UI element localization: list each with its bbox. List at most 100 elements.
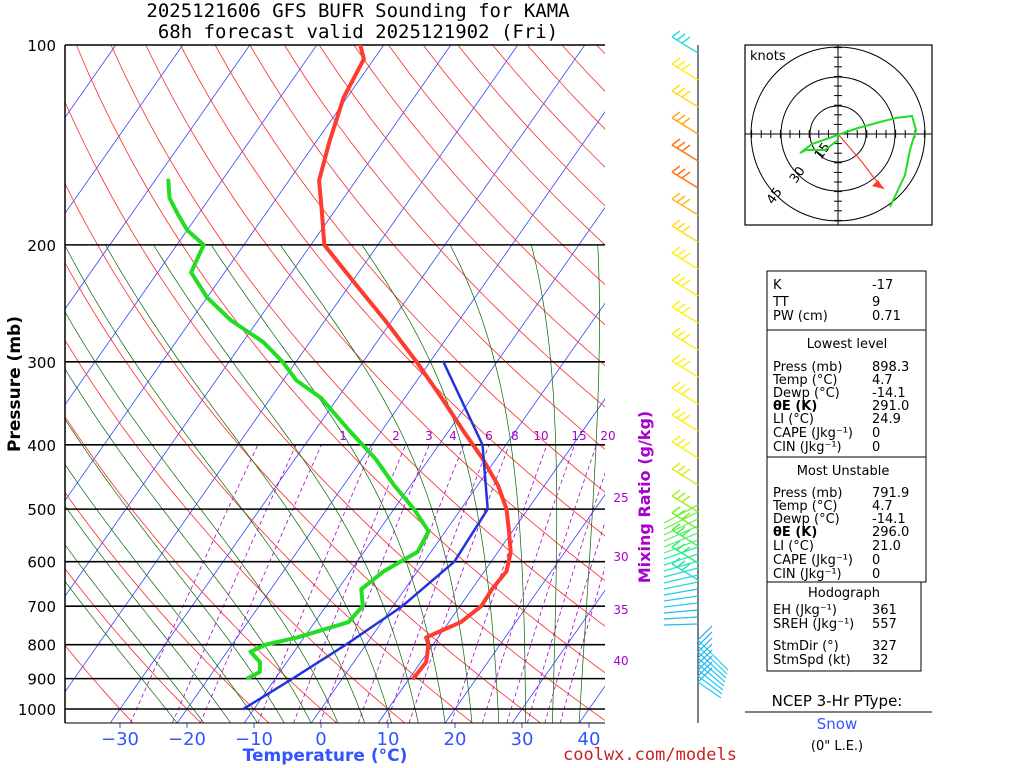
wind-barb: [671, 408, 699, 432]
wind-barb: [671, 354, 699, 378]
pressure-tick-label: 400: [27, 437, 56, 455]
wind-barb-flag: [681, 225, 691, 233]
unstable-temp-label: Temp (°C): [772, 499, 838, 514]
lowest-cape-value: 0: [872, 426, 880, 441]
mixing-ratio-labels: 1 2 3 4 6 8 10 15 20 25 30 35 40: [339, 429, 628, 668]
dry-adiabat-line: [65, 182, 541, 723]
wind-barb-low: [663, 623, 699, 626]
wind-barb-flag: [671, 327, 681, 335]
wind-barb-right: [697, 667, 713, 683]
moist-adiabat-line: [65, 544, 205, 723]
mixing-ratio-line: [506, 444, 597, 723]
wind-barb-right: [697, 657, 726, 683]
wind-barb-flag: [681, 171, 691, 179]
wind-barb-staff: [671, 198, 699, 216]
mixing-ratio-line: [293, 444, 406, 723]
wind-barb-staff: [671, 512, 699, 530]
wind-barb: [671, 273, 699, 297]
wind-barb-flag: [676, 222, 686, 230]
wind-barb-staff: [671, 171, 699, 189]
wind-barb-flag: [676, 168, 686, 176]
mixing-ratio-line: [386, 444, 490, 723]
eh-label: EH (Jkg⁻¹): [773, 603, 837, 618]
moist-adiabat-line: [449, 244, 526, 723]
wind-barb-low: [663, 574, 699, 584]
wind-barb-flag: [676, 357, 686, 365]
mixing-ratio-line: [319, 444, 430, 723]
temperature-tick-labels: −30 −20 −10 0 10 20 30 40: [101, 723, 600, 750]
unstable-dewp-label: Dewp (°C): [773, 512, 840, 527]
wind-barb-low: [663, 532, 699, 548]
wind-barb-right: [697, 651, 727, 679]
unstable-cape-value: 0: [872, 553, 880, 568]
wind-barb-flag: [681, 512, 691, 520]
temperature-tick-label: 30: [511, 729, 534, 750]
dry-adiabat-line: [65, 261, 474, 723]
hodograph-storm-arrow: [872, 180, 884, 189]
wind-barb-flag: [681, 198, 691, 206]
pressure-tick-label: 100: [27, 37, 56, 55]
title-line-2: 68h forecast valid 2025121902 (Fri): [158, 21, 558, 43]
lowest-dewp-value: -14.1: [872, 386, 906, 401]
lowest-temp-label: Temp (°C): [772, 373, 838, 388]
wind-barb-low: [663, 539, 699, 554]
mixing-ratio-line: [199, 444, 322, 723]
wind-barb-flag: [671, 489, 681, 497]
wind-barb-staff: [671, 279, 699, 297]
unstable-header: Most Unstable: [797, 464, 890, 479]
wind-barb-flag: [671, 540, 681, 548]
dry-adiabat-line: [180, 45, 605, 537]
wind-barb-flag: [671, 246, 681, 254]
wind-barb-staff: [671, 495, 699, 513]
mixing-ratio-label: 40: [613, 654, 628, 668]
temperature-tick-label: 40: [578, 729, 601, 750]
isotherm-line: [243, 206, 605, 723]
mixing-ratio-label: 8: [511, 429, 519, 443]
tt-label: TT: [772, 295, 789, 310]
wind-barb-low: [663, 602, 699, 608]
pressure-tick-label: 300: [27, 354, 56, 372]
wind-barb-flag: [676, 384, 686, 392]
wind-barb-flag: [681, 117, 691, 125]
mixing-ratio-line: [526, 472, 605, 723]
mixing-ratio-label: 4: [449, 429, 457, 443]
wind-barb: [671, 489, 699, 513]
lowest-li-label: LI (°C): [773, 412, 814, 427]
wind-barb-staff: [671, 63, 699, 81]
wind-barb-staff: [671, 360, 699, 378]
dry-adiabat-line: [65, 415, 338, 723]
unstable-li-label: LI (°C): [773, 539, 814, 554]
wind-barb-right: [697, 661, 713, 677]
k-label: K: [773, 278, 782, 293]
hodograph-ticks: [751, 47, 925, 221]
wind-barb-staff: [671, 117, 699, 135]
wind-barb-low: [663, 525, 699, 542]
wind-barb-staff: [671, 441, 699, 459]
wind-barb-low: [663, 616, 699, 620]
lowest-press-value: 898.3: [872, 360, 909, 375]
wind-barb-right: [697, 625, 713, 641]
dry-adiabat-line: [145, 45, 605, 582]
mixing-ratio-label: 15: [571, 429, 586, 443]
lowest-temp-value: 4.7: [872, 373, 893, 388]
wind-barb-right: [697, 669, 724, 691]
wind-barb-flag: [676, 303, 686, 311]
wind-barb-staff: [671, 252, 699, 270]
lowest-cape-label: CAPE (Jkg⁻¹): [773, 426, 853, 441]
lowest-theta-value: 291.0: [872, 399, 909, 414]
temperature-tick-label: 20: [444, 729, 467, 750]
mixing-ratio-line: [129, 444, 259, 723]
wind-barb-low: [663, 504, 699, 524]
wind-barb-flag: [676, 60, 686, 68]
moist-adiabat-line: [153, 244, 419, 723]
unstable-theta-label: θE (K): [773, 525, 817, 540]
wind-barb-flag: [681, 144, 691, 152]
dewpoint-profile: [166, 178, 431, 680]
wind-barb: [671, 435, 699, 459]
isotherm-line: [444, 494, 605, 723]
wind-barb-flag: [671, 165, 681, 173]
wind-barb-flag: [681, 306, 691, 314]
wind-barb: [671, 462, 699, 486]
wind-barb-flag: [671, 84, 681, 92]
